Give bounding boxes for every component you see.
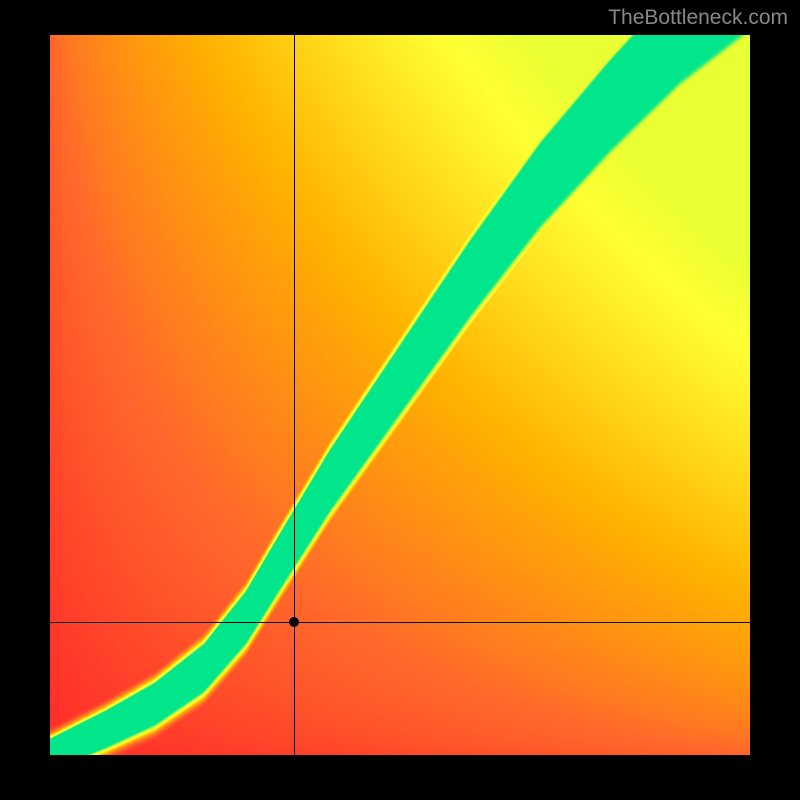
crosshair-horizontal (50, 622, 750, 623)
crosshair-vertical (294, 35, 295, 755)
watermark-text: TheBottleneck.com (608, 6, 788, 30)
heatmap-canvas (50, 35, 750, 755)
bottleneck-heatmap (50, 35, 750, 755)
selection-marker (289, 617, 299, 627)
